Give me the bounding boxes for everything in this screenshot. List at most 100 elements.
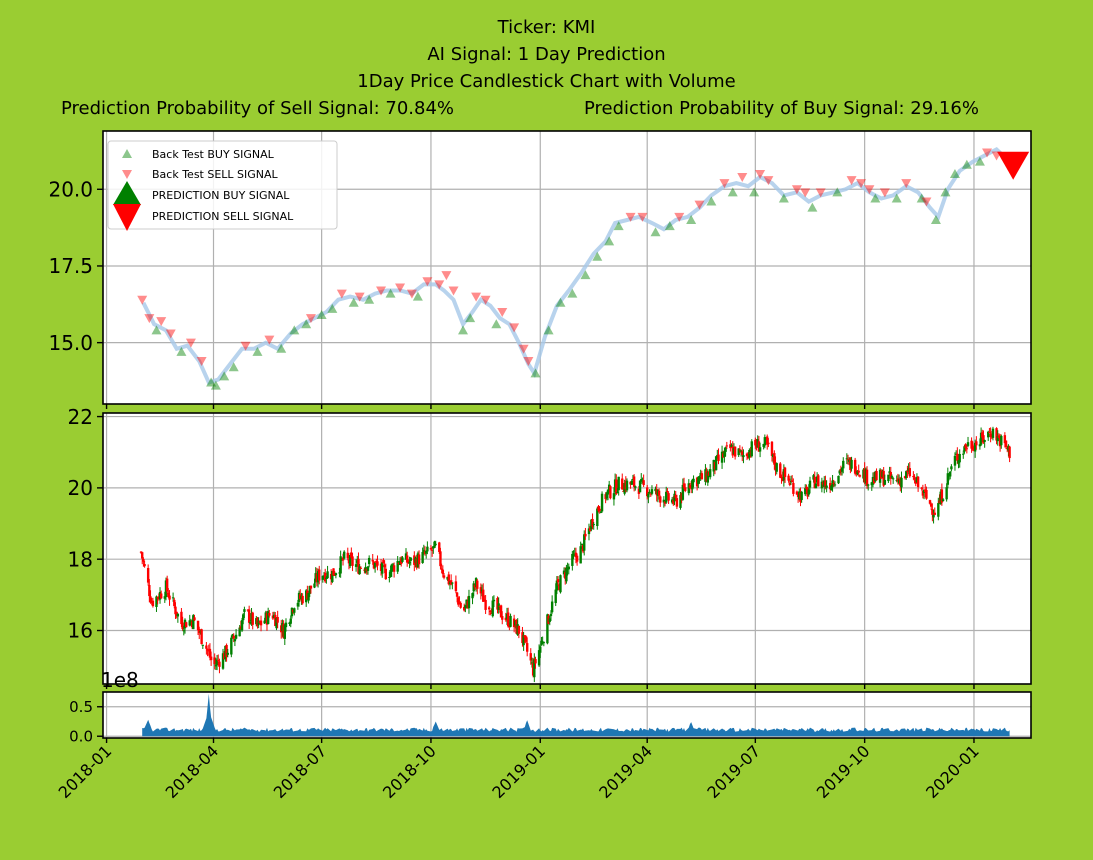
- candle-body: [301, 595, 304, 604]
- candle-body: [649, 493, 652, 495]
- buy-signal-marker: [832, 187, 843, 197]
- candle-body: [665, 491, 668, 503]
- candle-body: [783, 467, 787, 478]
- candle-body: [937, 503, 940, 517]
- candle-body: [296, 602, 300, 607]
- candle-body: [675, 498, 679, 507]
- candle-body: [814, 483, 818, 489]
- candle-body: [662, 499, 666, 503]
- candle-body: [950, 466, 953, 470]
- buy-signal-marker: [228, 362, 239, 372]
- candle-body: [242, 614, 245, 621]
- buy-signal-marker: [930, 214, 941, 224]
- candle-body: [800, 491, 803, 500]
- candle-body: [373, 563, 377, 568]
- candle-body: [565, 567, 568, 582]
- candle-body: [284, 622, 288, 628]
- candle-body: [440, 568, 443, 570]
- candle-body: [929, 503, 933, 507]
- candle-body: [200, 629, 203, 645]
- candle-body: [887, 474, 890, 482]
- candle-body: [609, 486, 612, 499]
- candle-body: [371, 559, 374, 562]
- candle-body: [571, 553, 574, 566]
- candle-body: [396, 560, 399, 572]
- candle-body: [275, 617, 278, 629]
- sell-signal-marker: [395, 283, 406, 293]
- x-tick-label: 2018-07: [270, 741, 331, 802]
- buy-probability: Prediction Probability of Buy Signal: 29…: [584, 98, 979, 119]
- candle-body: [983, 440, 986, 442]
- candle-body: [1008, 446, 1011, 459]
- candle-body: [958, 454, 961, 463]
- candle-body: [442, 575, 446, 578]
- sell-probability: Prediction Probability of Sell Signal: 7…: [61, 98, 455, 119]
- candle-body: [184, 622, 188, 628]
- candle-body: [555, 580, 559, 591]
- candle-body: [476, 580, 479, 589]
- candle-body: [697, 477, 700, 485]
- candle-body: [682, 483, 686, 488]
- candle-body: [542, 642, 546, 644]
- candle-body: [550, 601, 554, 613]
- candle-body: [987, 431, 990, 438]
- x-tick-label: 2020-01: [922, 741, 983, 802]
- candle-body: [546, 614, 549, 644]
- candle-body: [539, 646, 542, 653]
- candle-body: [932, 514, 935, 518]
- candle-body: [554, 589, 557, 604]
- candle-body: [979, 432, 983, 445]
- candle-body: [506, 612, 510, 627]
- candle-body: [912, 476, 915, 478]
- candle-body: [597, 506, 600, 511]
- candle-body: [648, 491, 651, 493]
- sell-signal-marker: [815, 188, 826, 198]
- candle-body: [151, 600, 155, 607]
- candle-body: [766, 436, 769, 445]
- candle-body: [524, 636, 528, 642]
- buy-signal-marker: [567, 288, 578, 298]
- signals-ytick-label: 15.0: [48, 331, 93, 355]
- volume-scale-label: 1e8: [101, 668, 139, 692]
- candle-body: [383, 564, 386, 568]
- candle-body: [889, 472, 892, 479]
- buy-signal-marker: [891, 193, 902, 203]
- buy-signal-marker: [592, 251, 603, 261]
- buy-signal-marker: [664, 221, 675, 231]
- x-tick-label: 2019-04: [595, 741, 656, 802]
- candle-body: [684, 487, 687, 491]
- candle-body: [928, 500, 932, 504]
- candle-body: [366, 566, 370, 571]
- candle-body: [509, 615, 512, 627]
- candle-body: [289, 618, 292, 624]
- candle-body: [945, 487, 948, 500]
- candle-body: [155, 596, 158, 607]
- candle-body: [995, 428, 998, 441]
- candle-body: [962, 453, 965, 455]
- candle-body: [913, 477, 916, 479]
- candle-body: [606, 489, 610, 495]
- candle-body: [599, 511, 603, 513]
- candle-body: [646, 487, 649, 497]
- candle-body: [487, 607, 491, 610]
- candle-body: [991, 428, 995, 438]
- candle-body: [323, 572, 327, 582]
- sell-signal-marker: [518, 344, 529, 354]
- candle-body: [592, 524, 595, 526]
- candle-body: [174, 606, 177, 615]
- candle-body: [276, 616, 279, 623]
- candle-body: [567, 566, 570, 570]
- sell-signal-marker: [240, 341, 251, 351]
- sell-signal-marker: [879, 188, 890, 198]
- candle-body: [534, 659, 537, 664]
- candle-body: [845, 458, 849, 460]
- x-tick-label: 2019-07: [703, 741, 764, 802]
- candle-body: [249, 621, 252, 624]
- candle-body: [318, 569, 321, 581]
- candle-body: [580, 543, 584, 545]
- candle-body: [208, 648, 212, 658]
- candle-body: [583, 534, 586, 551]
- buy-signal-marker: [348, 297, 359, 307]
- candle-body: [196, 620, 200, 631]
- candle-body: [953, 455, 957, 466]
